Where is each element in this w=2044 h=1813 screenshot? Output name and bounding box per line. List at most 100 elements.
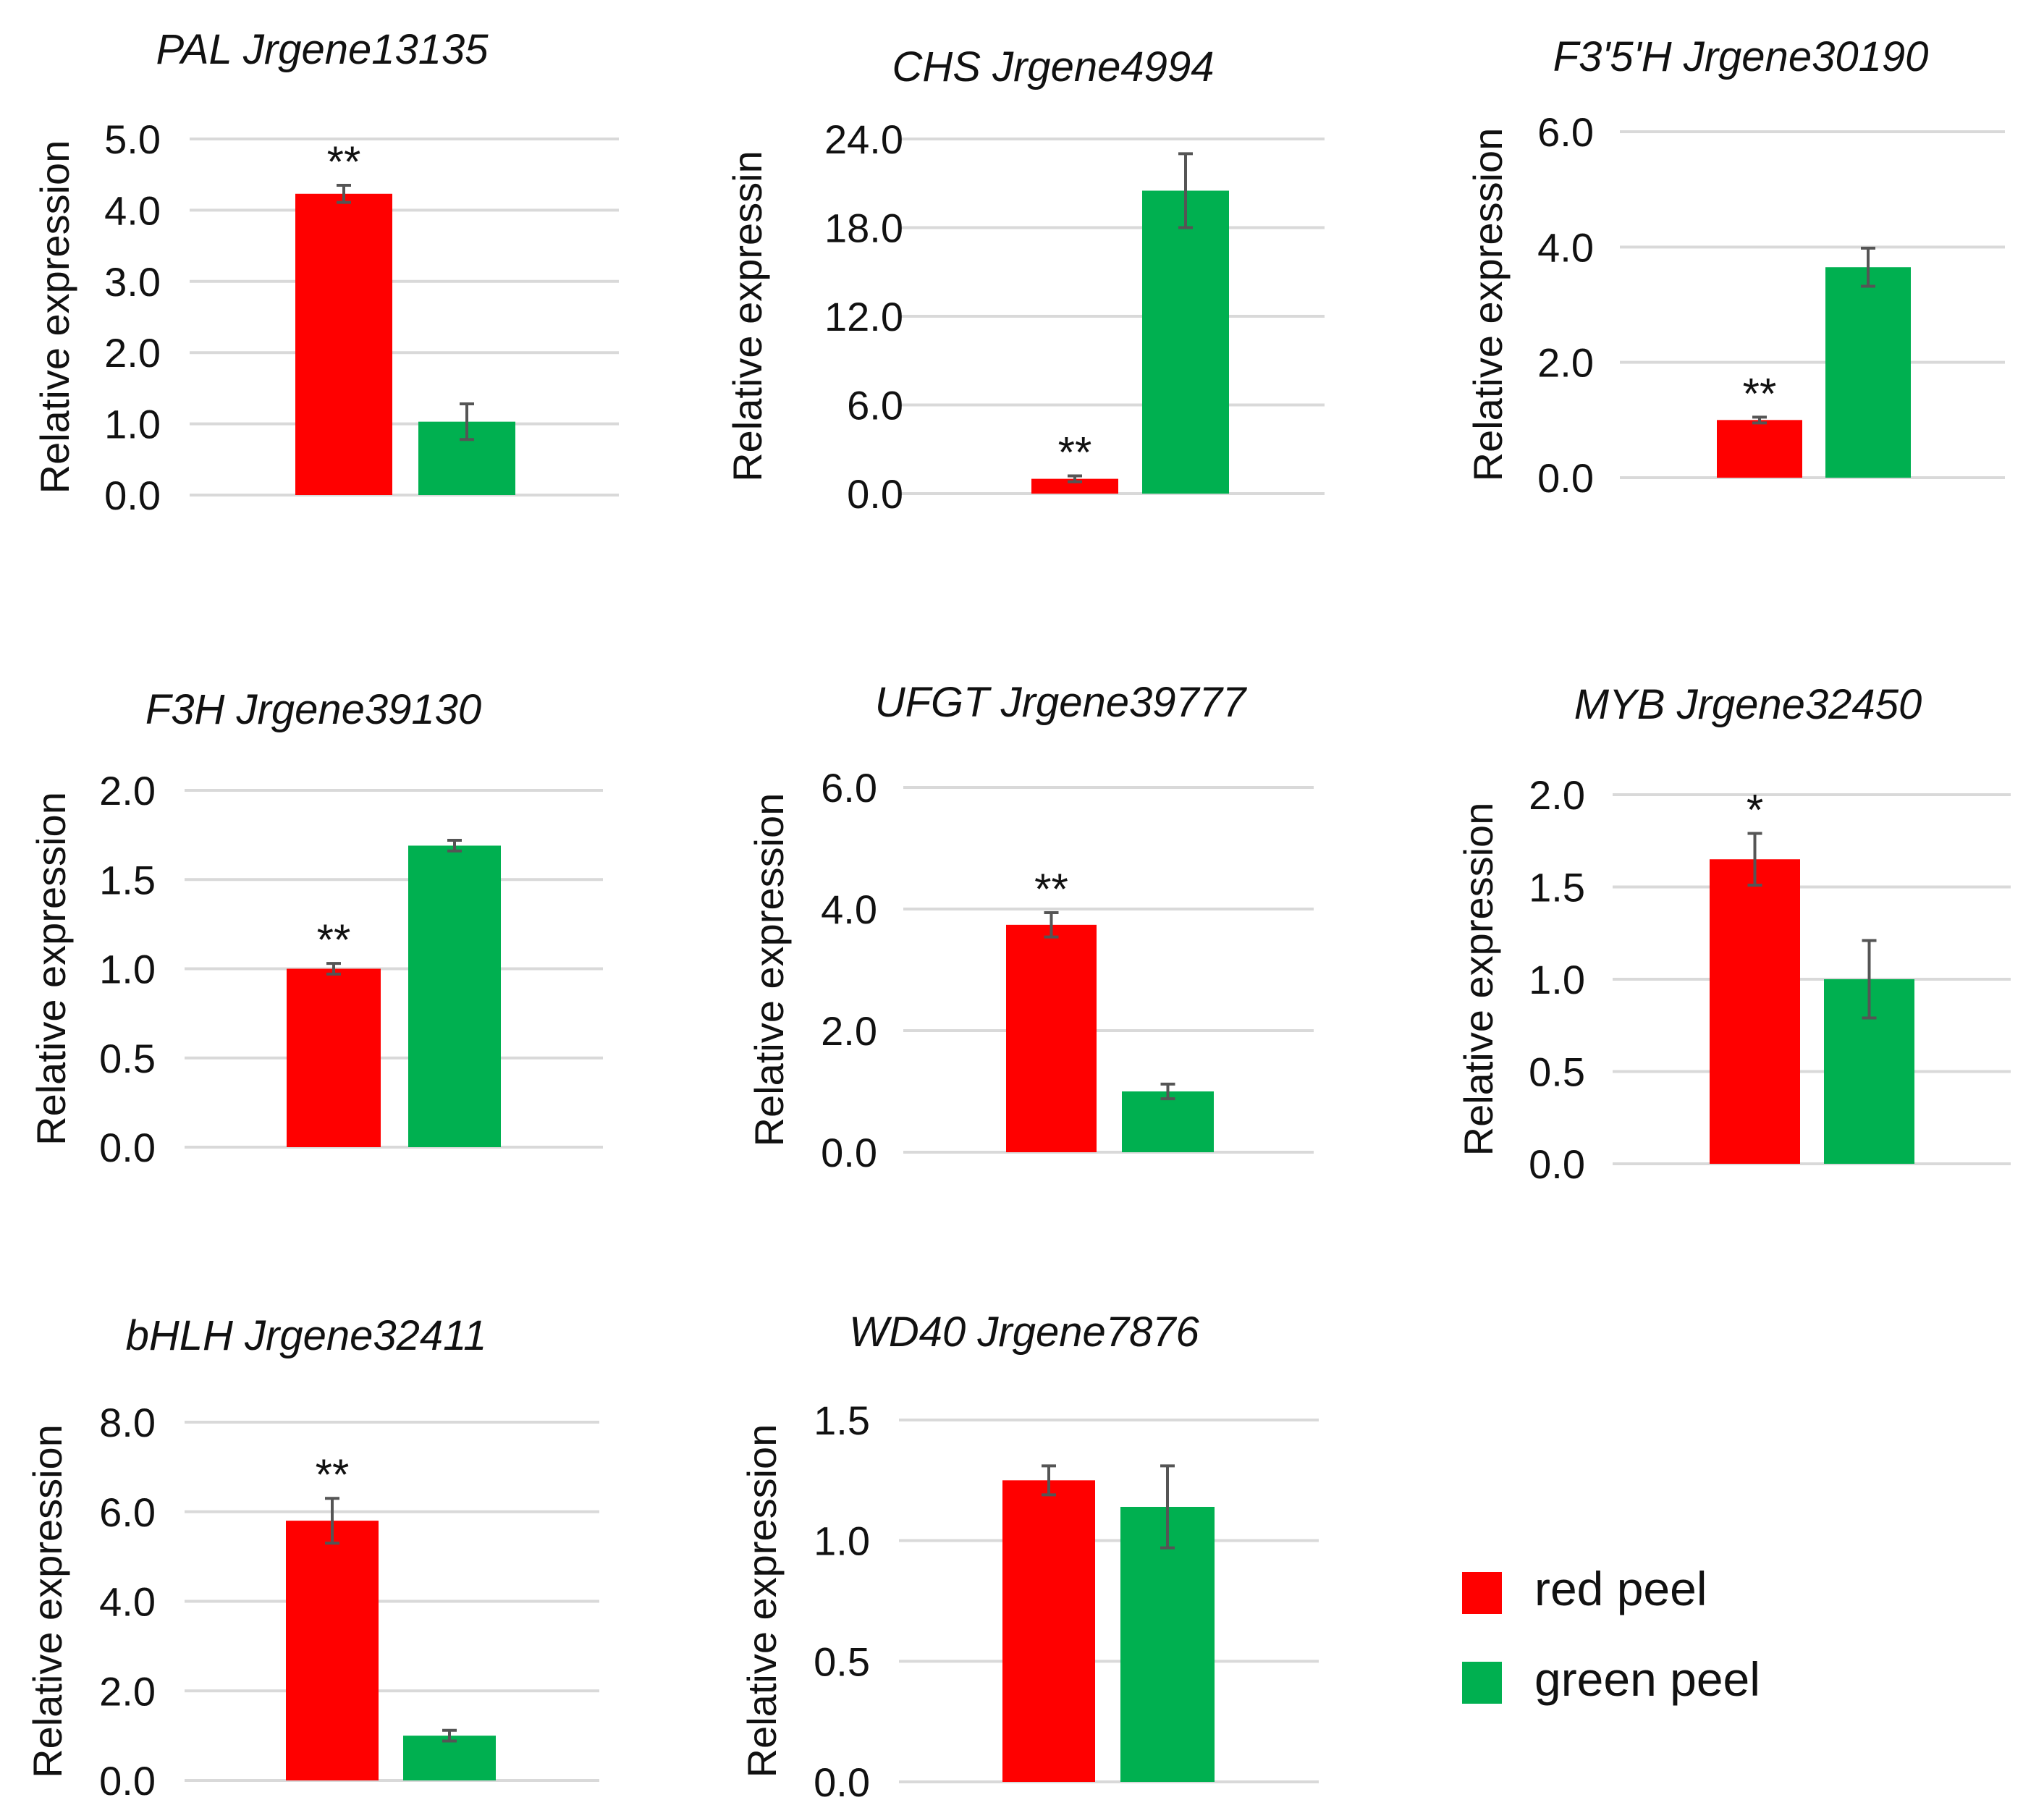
legend: red peel green peel xyxy=(1462,1562,1760,1706)
y-tick-label: 2.0 xyxy=(99,1668,156,1714)
bar-red-peel xyxy=(287,968,381,1147)
y-tick-label: 2.0 xyxy=(1529,772,1585,818)
y-tick-label: 24.0 xyxy=(824,117,903,162)
chart-title: bHLH Jrgene32411 xyxy=(126,1312,487,1359)
y-tick-label: 0.5 xyxy=(99,1036,156,1081)
significance-mark: ** xyxy=(317,916,351,964)
y-tick-label: 6.0 xyxy=(1537,109,1594,155)
chart-title: F3'5'H Jrgene30190 xyxy=(1553,33,1929,80)
bar-green-peel xyxy=(1825,267,1911,478)
y-tick-label: 0.0 xyxy=(99,1758,156,1804)
error-bar xyxy=(326,962,341,976)
bar-green-peel xyxy=(1142,190,1229,494)
y-axis-label: Relative expression xyxy=(1465,128,1511,482)
y-tick-label: 1.0 xyxy=(814,1518,870,1564)
y-tick-label: 1.0 xyxy=(1529,957,1585,1002)
y-tick-label: 0.0 xyxy=(104,473,161,518)
y-tick-label: 2.0 xyxy=(1537,340,1594,386)
error-bar xyxy=(1861,246,1875,288)
y-tick-label: 2.0 xyxy=(821,1008,877,1054)
chart-title: WD40 Jrgene7876 xyxy=(849,1309,1199,1356)
error-bar xyxy=(1862,939,1877,1020)
y-tick-label: 6.0 xyxy=(821,765,877,811)
y-axis-label: Relative expression xyxy=(746,793,792,1147)
y-tick-label: 4.0 xyxy=(821,887,877,932)
y-tick-label: 6.0 xyxy=(99,1489,156,1535)
y-tick-label: 4.0 xyxy=(99,1579,156,1625)
error-bar xyxy=(325,1497,339,1545)
y-tick-label: 0.0 xyxy=(1529,1141,1585,1187)
y-axis-label: Relative expression xyxy=(32,140,77,494)
y-tick-label: 4.0 xyxy=(1537,224,1594,270)
chart-title: UFGT Jrgene39777 xyxy=(875,679,1248,726)
y-axis-label: Relative expression xyxy=(1456,803,1501,1157)
error-bar xyxy=(447,839,462,853)
error-bar xyxy=(1042,1464,1056,1497)
y-tick-label: 0.5 xyxy=(1529,1049,1585,1095)
error-bar xyxy=(1178,152,1193,229)
bar-red-peel xyxy=(295,193,392,495)
legend-label-green-peel: green peel xyxy=(1534,1652,1760,1706)
chart-panel-3: F3'5'H Jrgene30190 Relative expression 0.0… xyxy=(1465,33,2005,501)
y-axis-label: Relative expression xyxy=(25,1424,70,1778)
bar-red-peel xyxy=(1002,1480,1095,1782)
chart-panel-2: CHS Jrgene4994 Relative expressin 0.0 6.0 12… xyxy=(725,43,1325,517)
bar-red-peel xyxy=(1006,924,1097,1152)
bar-red-peel xyxy=(1031,478,1118,494)
error-bar xyxy=(1068,474,1082,483)
error-bar xyxy=(1752,415,1767,425)
y-tick-label: 12.0 xyxy=(824,294,903,339)
y-tick-label: 0.5 xyxy=(814,1639,870,1684)
error-bar xyxy=(442,1728,457,1743)
chart-title: PAL Jrgene13135 xyxy=(156,26,489,73)
chart-panel-7: bHLH Jrgene32411 Relative expression 0.0 2.… xyxy=(25,1312,599,1804)
y-tick-label: 8.0 xyxy=(99,1400,156,1445)
error-bar xyxy=(1747,832,1762,887)
chart-panel-1: PAL Jrgene13135 Relative expression 0.0 1.0… xyxy=(32,26,619,518)
chart-panel-4: F3H Jrgene39130 Relative expression 0.0 0.5… xyxy=(28,686,603,1170)
y-axis-label: Relative expression xyxy=(28,792,74,1146)
chart-panel-5: UFGT Jrgene39777 Relative expression 0.0 2.… xyxy=(746,679,1314,1175)
legend-label-red-peel: red peel xyxy=(1534,1562,1707,1615)
bar-red-peel xyxy=(1710,859,1800,1164)
chart-title: F3H Jrgene39130 xyxy=(145,686,481,733)
y-tick-label: 1.5 xyxy=(1529,865,1585,910)
y-tick-label: 1.0 xyxy=(104,402,161,447)
significance-mark: ** xyxy=(1058,428,1092,477)
y-tick-label: 0.0 xyxy=(99,1125,156,1170)
y-tick-label: 1.0 xyxy=(99,947,156,992)
y-tick-label: 3.0 xyxy=(104,259,161,305)
error-bar xyxy=(1044,911,1059,939)
y-tick-label: 2.0 xyxy=(104,330,161,376)
error-bar xyxy=(337,183,351,204)
y-tick-label: 0.0 xyxy=(847,471,903,517)
significance-mark: * xyxy=(1747,786,1763,834)
significance-mark: ** xyxy=(1743,369,1777,418)
y-tick-label: 1.5 xyxy=(99,857,156,903)
error-bar xyxy=(460,402,474,441)
y-tick-label: 0.0 xyxy=(1537,455,1594,501)
significance-mark: ** xyxy=(1034,865,1068,913)
y-tick-label: 1.5 xyxy=(814,1398,870,1443)
y-tick-label: 5.0 xyxy=(104,117,161,162)
chart-title: CHS Jrgene4994 xyxy=(892,43,1215,90)
y-tick-label: 0.0 xyxy=(814,1759,870,1805)
bar-red-peel xyxy=(1717,420,1802,478)
bar-red-peel xyxy=(286,1521,379,1780)
y-tick-label: 6.0 xyxy=(847,383,903,428)
y-tick-label: 2.0 xyxy=(99,768,156,813)
error-bar xyxy=(1160,1464,1175,1550)
bar-green-peel xyxy=(408,845,501,1147)
chart-title: MYB Jrgene32450 xyxy=(1574,681,1922,728)
chart-panel-8: WD40 Jrgene7876 Relative expression 0.0 0.5… xyxy=(739,1309,1319,1805)
bar-green-peel xyxy=(403,1736,496,1780)
chart-panel-6: MYB Jrgene32450 Relative expression 0.0 0.5… xyxy=(1456,681,2011,1187)
y-axis-label: Relative expressin xyxy=(725,151,770,482)
bar-green-peel xyxy=(1122,1091,1214,1152)
bar-green-peel xyxy=(1120,1507,1215,1782)
legend-swatch-green-peel xyxy=(1462,1662,1502,1704)
y-axis-label: Relative expression xyxy=(739,1424,785,1778)
significance-mark: ** xyxy=(316,1450,350,1499)
y-tick-label: 0.0 xyxy=(821,1130,877,1175)
